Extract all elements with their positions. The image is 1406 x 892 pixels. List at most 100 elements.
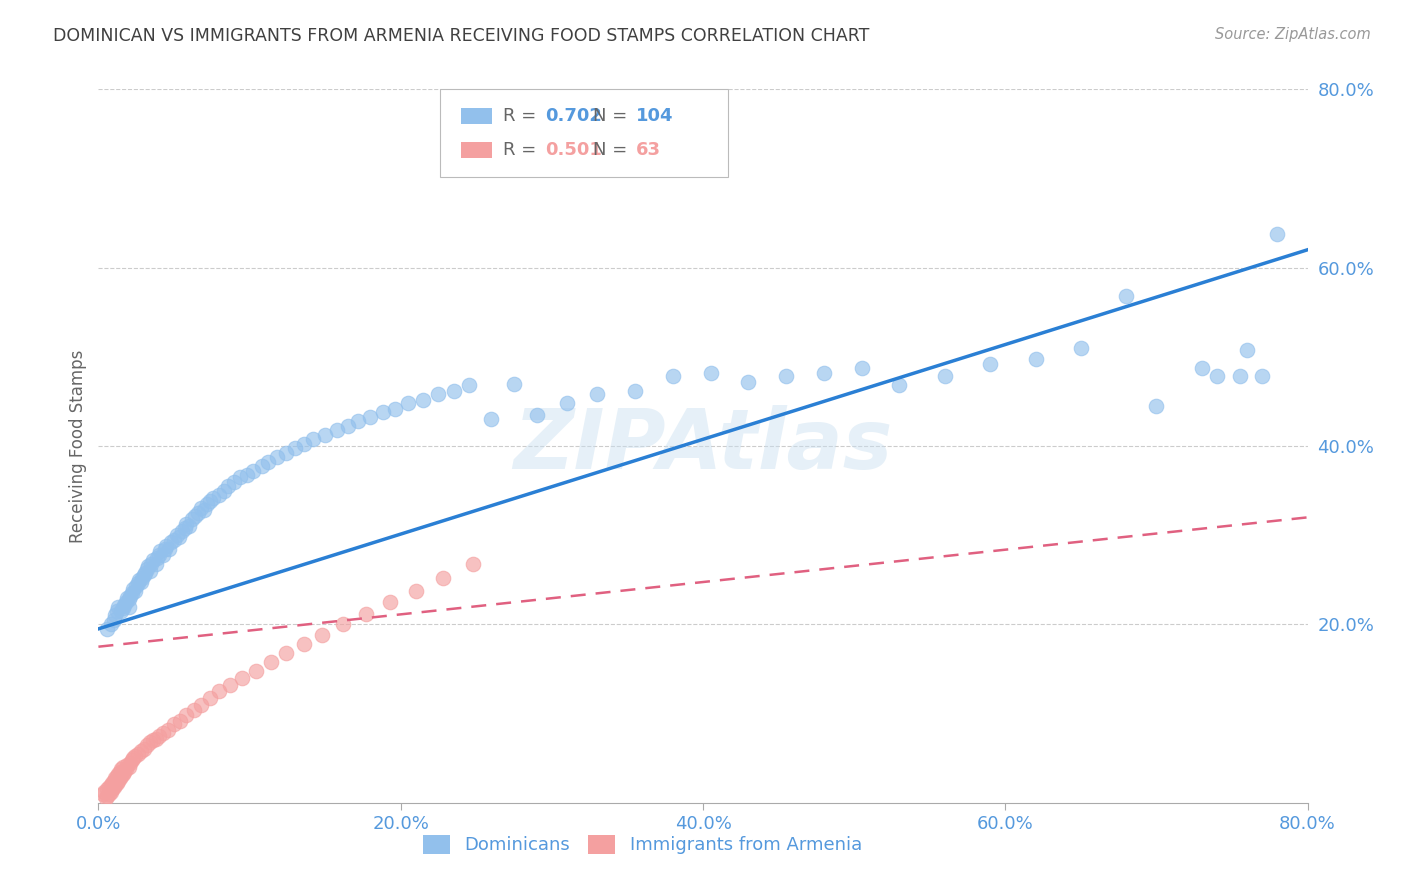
Point [274, 646, 297, 660]
Point [231, 671, 253, 685]
Point [1115, 289, 1137, 303]
Text: R =: R = [503, 107, 543, 125]
Point [183, 703, 205, 717]
Point [302, 432, 325, 446]
Point [851, 360, 873, 375]
Point [1251, 369, 1274, 384]
Text: ZIPAtlas: ZIPAtlas [513, 406, 893, 486]
Point [184, 508, 207, 523]
Point [260, 655, 283, 669]
Point [101, 776, 124, 790]
Point [169, 714, 191, 728]
Point [427, 387, 450, 401]
Point [292, 437, 315, 451]
Point [200, 690, 222, 705]
Point [170, 524, 193, 538]
Point [110, 604, 132, 618]
Point [131, 571, 153, 585]
Point [118, 760, 141, 774]
Point [111, 767, 134, 781]
Point [1191, 360, 1213, 375]
Point [1267, 227, 1289, 241]
Text: 0.501: 0.501 [546, 141, 602, 159]
Point [284, 441, 307, 455]
Point [1236, 343, 1258, 357]
Point [104, 771, 127, 785]
Point [934, 369, 956, 384]
Point [132, 568, 155, 582]
Point [98, 787, 121, 801]
Text: DOMINICAN VS IMMIGRANTS FROM ARMENIA RECEIVING FOOD STAMPS CORRELATION CHART: DOMINICAN VS IMMIGRANTS FROM ARMENIA REC… [53, 27, 870, 45]
Point [292, 637, 315, 651]
Point [132, 742, 155, 756]
Point [149, 544, 172, 558]
Point [142, 733, 165, 747]
Point [212, 483, 235, 498]
Point [127, 576, 149, 591]
Point [360, 410, 382, 425]
Point [347, 414, 370, 428]
Point [135, 738, 157, 752]
Point [503, 376, 526, 391]
Point [156, 723, 179, 737]
Point [163, 533, 186, 547]
Point [208, 684, 231, 698]
Point [432, 571, 454, 585]
Point [105, 776, 128, 790]
Point [107, 599, 129, 614]
Text: 63: 63 [636, 141, 661, 159]
Point [101, 782, 124, 797]
Point [242, 464, 264, 478]
Point [208, 488, 231, 502]
Point [167, 530, 190, 544]
Point [405, 583, 427, 598]
Point [526, 408, 548, 422]
Point [396, 396, 419, 410]
Point [118, 599, 141, 614]
Y-axis label: Receiving Food Stamps: Receiving Food Stamps [69, 350, 87, 542]
Point [96, 789, 118, 803]
Point [112, 764, 135, 779]
Point [384, 401, 406, 416]
Point [128, 573, 150, 587]
Point [179, 519, 201, 533]
Point [245, 664, 267, 678]
Point [217, 479, 239, 493]
Point [120, 589, 142, 603]
Point [108, 771, 131, 785]
Point [110, 762, 132, 776]
Point [127, 747, 149, 761]
Point [624, 384, 647, 398]
Point [193, 503, 215, 517]
Point [174, 708, 197, 723]
Point [111, 760, 134, 774]
Point [114, 762, 136, 776]
Point [160, 535, 183, 549]
Point [463, 557, 485, 571]
Point [332, 617, 354, 632]
Point [181, 512, 204, 526]
Point [124, 749, 146, 764]
Point [100, 778, 122, 792]
Point [159, 541, 181, 556]
Point [145, 557, 167, 571]
Point [311, 628, 333, 642]
Point [148, 729, 170, 743]
Point [108, 764, 131, 779]
Point [129, 574, 152, 589]
Point [153, 541, 176, 556]
Point [104, 608, 127, 623]
Point [979, 357, 1001, 371]
Point [1070, 341, 1092, 355]
Point [187, 506, 209, 520]
Point [141, 557, 163, 571]
Point [107, 773, 129, 788]
Point [173, 521, 195, 535]
Text: 104: 104 [636, 107, 673, 125]
Point [103, 780, 125, 794]
Point [1229, 369, 1251, 384]
Point [136, 559, 159, 574]
Point [122, 582, 145, 596]
Point [274, 446, 297, 460]
Point [115, 591, 138, 605]
